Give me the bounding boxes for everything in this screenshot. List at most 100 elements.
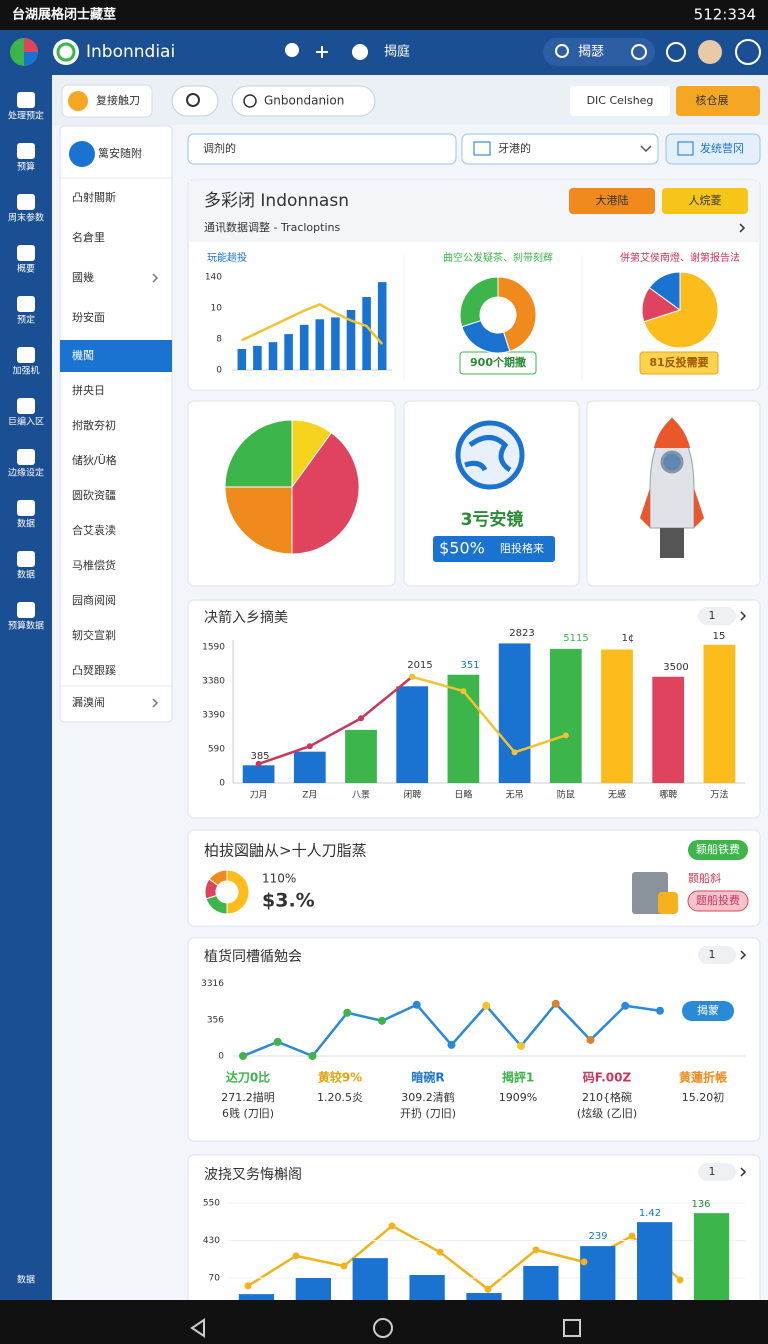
user-icon[interactable]	[285, 43, 299, 57]
pager[interactable]	[698, 607, 736, 625]
rail-label[interactable]: 边缘设定	[8, 467, 44, 479]
overview-button[interactable]	[662, 188, 748, 214]
sidebar-item[interactable]: 機闖	[72, 348, 94, 362]
select-icon	[473, 141, 491, 156]
rail-footer[interactable]: 数据	[17, 1274, 35, 1286]
menu-button[interactable]	[61, 84, 153, 118]
recents-button[interactable]	[563, 1319, 581, 1337]
filter-select[interactable]	[461, 133, 659, 165]
rail-icon[interactable]	[17, 500, 35, 516]
line-point	[378, 1016, 386, 1025]
line-point	[447, 1040, 456, 1049]
rail-label[interactable]: 预算数据	[8, 620, 44, 632]
toolbar-input[interactable]	[231, 85, 376, 117]
moon-icon[interactable]	[352, 44, 368, 60]
status-time: 512:334	[694, 6, 756, 24]
rail-icon[interactable]	[17, 194, 35, 210]
rail-label[interactable]: 数据	[17, 569, 35, 581]
sidebar-footer[interactable]: 漏溴闹	[72, 695, 105, 709]
y-tick-label: 590	[208, 744, 225, 754]
chevron[interactable]	[739, 223, 746, 233]
refresh-icon[interactable]	[631, 44, 647, 60]
line-point	[340, 1262, 348, 1270]
panel-title: 波挠叉务悔槲阁	[204, 1167, 302, 1183]
rail-label[interactable]: 处理预定	[8, 110, 44, 122]
rocket-fins	[640, 488, 704, 528]
filter-search[interactable]	[187, 133, 457, 165]
sidebar-item[interactable]: 玢安面	[72, 310, 105, 324]
account-text: DIC Celsheg	[587, 94, 654, 107]
rail-label[interactable]: 数据	[17, 518, 35, 530]
overview-button[interactable]	[569, 188, 655, 214]
pager[interactable]	[698, 1163, 736, 1181]
annotation: 1.42	[639, 1208, 661, 1219]
rail-label[interactable]: 周末参数	[8, 212, 44, 224]
rail-label[interactable]: 预算	[17, 161, 35, 173]
sidebar-item[interactable]: 合艾袁渎	[72, 523, 116, 537]
sidebar-item[interactable]: 凸射閣斯	[72, 190, 116, 204]
rail-icon[interactable]	[17, 398, 35, 414]
add-icon[interactable]	[316, 46, 328, 58]
sidebar-item[interactable]: 名倉里	[72, 230, 105, 244]
line-point	[412, 1000, 421, 1009]
pager-text[interactable]: 1	[709, 609, 716, 622]
back-button[interactable]	[190, 1318, 205, 1338]
donut-slice	[208, 869, 228, 887]
rail-icon[interactable]	[17, 347, 35, 363]
sidebar-item[interactable]: 圆砍资疆	[72, 488, 116, 502]
rail-icon[interactable]	[17, 296, 35, 312]
account-button[interactable]	[570, 86, 670, 116]
apps-icon[interactable]	[735, 39, 761, 65]
sidebar-item[interactable]: 储狄/Ü格	[72, 453, 117, 467]
tooltip-text: 揭蒙	[697, 1003, 719, 1017]
x-tick-label: 无吊	[506, 790, 524, 801]
badge-text: 900个期撒	[470, 355, 527, 369]
sidebar-item[interactable]: 國幾	[72, 271, 94, 284]
sidebar-item[interactable]: 拼央日	[72, 383, 105, 397]
pill-text: 颖船铁费	[696, 842, 740, 856]
stat-note: (炫级 (乙旧)	[577, 1106, 637, 1120]
sidebar-item[interactable]: 拊散夯初	[72, 418, 116, 432]
rail-icon[interactable]	[17, 92, 35, 108]
avatar[interactable]	[698, 40, 722, 64]
home-button[interactable]	[373, 1318, 393, 1338]
sidebar-item[interactable]: 凸燹跟蹊	[72, 664, 116, 677]
active-item[interactable]	[60, 340, 172, 372]
search-button[interactable]	[171, 85, 219, 117]
rail-label[interactable]: 预定	[17, 314, 35, 326]
rail-icon[interactable]	[17, 245, 35, 261]
mini-title: 玩能趟投	[207, 251, 247, 264]
filter-text: 调剂的	[203, 141, 236, 155]
help-icon[interactable]	[666, 42, 686, 62]
sidebar-item[interactable]: 马椎偿货	[72, 558, 116, 572]
y-tick-label: 1590	[202, 642, 225, 652]
rail-icon[interactable]	[17, 143, 35, 159]
search-box[interactable]	[543, 38, 655, 66]
globe-button[interactable]	[433, 536, 555, 562]
action-button[interactable]	[676, 86, 760, 116]
pie-slice	[224, 486, 293, 555]
rail-label[interactable]: 加强机	[12, 365, 39, 377]
status-bar	[0, 0, 768, 30]
pager-text[interactable]: 1	[709, 1165, 716, 1178]
rail-label[interactable]: 巨编入区	[8, 416, 44, 428]
chevron[interactable]	[740, 1167, 747, 1177]
rail-icon[interactable]	[17, 449, 35, 465]
sidebar-item[interactable]: 园商阅阅	[72, 593, 116, 607]
bar	[299, 324, 309, 370]
chevron[interactable]	[740, 950, 747, 960]
chevron[interactable]	[740, 611, 747, 621]
status-text: 台湖展格闭士藏莖	[12, 7, 116, 23]
stat-label: 揭評1	[502, 1070, 534, 1085]
rail-icon[interactable]	[17, 551, 35, 567]
pager[interactable]	[698, 946, 736, 964]
stat-label: 黄较9%	[318, 1070, 362, 1085]
pager-text[interactable]: 1	[709, 948, 716, 961]
line-point	[551, 999, 560, 1008]
sidebar-item[interactable]: 轫交宣剃	[72, 628, 116, 642]
rail-label[interactable]: 概要	[17, 263, 35, 275]
rail-icon[interactable]	[17, 602, 35, 618]
globe-land	[464, 435, 512, 473]
line-point	[628, 1232, 636, 1240]
bar	[253, 345, 262, 370]
